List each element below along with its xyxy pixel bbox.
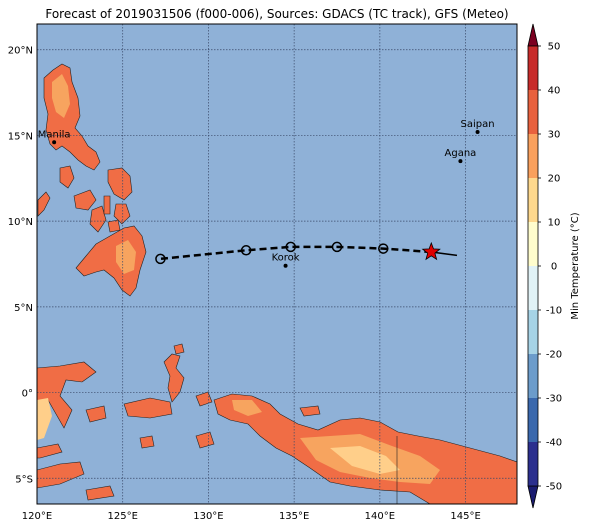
- colorbar-segment: [528, 222, 538, 266]
- land-halmahera: [163, 353, 185, 403]
- land-kai: [195, 431, 215, 449]
- city-dot: [458, 159, 463, 164]
- colorbar-segment: [528, 266, 538, 310]
- city-dot: [283, 263, 288, 268]
- land-banda-isles: [139, 435, 155, 449]
- city-label: Saipan: [461, 119, 495, 130]
- track-point: [155, 253, 166, 265]
- land-raja-ampat: [195, 391, 213, 407]
- city-markers: Manila Saipan Agana Korok: [38, 119, 495, 268]
- lat-tick-label: 20°N: [8, 46, 33, 57]
- colorbar-tick-label: 0: [551, 262, 557, 273]
- colorbar-segment: [528, 46, 538, 90]
- land-flores: [37, 443, 63, 459]
- track-past-line: [160, 245, 432, 261]
- lon-tick-label: 130°E: [193, 511, 223, 522]
- lat-tick-label: 10°N: [8, 217, 33, 228]
- city-dot: [475, 130, 480, 134]
- lon-tick-label: 125°E: [108, 511, 138, 522]
- colorbar-segment: [528, 134, 538, 178]
- land-panay: [73, 189, 97, 211]
- land-vogelkop-warm: [232, 400, 262, 416]
- colorbar-segment: [528, 178, 538, 222]
- lat-tick-label: 5°N: [14, 303, 33, 314]
- track-point: [331, 241, 343, 253]
- land-buru: [85, 405, 107, 423]
- colorbar-tick-label: 20: [548, 174, 561, 185]
- map-title: Forecast of 2019031506 (f000-006), Sourc…: [45, 7, 509, 21]
- land-layer: [37, 63, 517, 504]
- colorbar-tick-label: -40: [546, 438, 562, 449]
- land-negros: [89, 205, 107, 233]
- colorbar-tick-label: -10: [546, 306, 562, 317]
- colorbar-tick-label: -20: [546, 350, 562, 361]
- map-panel: Manila Saipan Agana Korok 120°E 125°E 130°E 13…: [8, 23, 518, 522]
- city-label: Manila: [38, 129, 71, 140]
- land-morotai: [173, 343, 185, 355]
- lon-tick-label: 135°E: [279, 511, 309, 522]
- land-biak: [299, 405, 321, 417]
- lat-tick-label: 5°S: [15, 474, 33, 485]
- colorbar-segment: [528, 90, 538, 134]
- axis-ticks: 120°E 125°E 130°E 135°E 140°E 145°E 20°N 15°N 10…: [8, 46, 481, 522]
- land-sulawesi-warm: [37, 398, 52, 440]
- land-cebu: [103, 195, 111, 215]
- land-luzon-warm: [52, 74, 70, 118]
- colorbar-under-arrow: [527, 485, 539, 509]
- city-label: Agana: [445, 148, 477, 159]
- land-leyte: [113, 203, 131, 225]
- land-mindoro: [59, 165, 75, 189]
- land-samar: [107, 167, 133, 201]
- city-dot: [52, 140, 57, 145]
- lat-tick-label: 0°: [22, 389, 33, 400]
- colorbar-tick-label: 50: [548, 42, 561, 53]
- colorbar-tick-label: 40: [548, 86, 561, 97]
- colorbar-segment: [528, 310, 538, 354]
- colorbar-label: Min Temperature (°C): [570, 212, 581, 319]
- land-seram: [123, 397, 173, 419]
- colorbar-tick-label: 10: [548, 218, 561, 229]
- land-palawan: [37, 191, 51, 217]
- colorbar-tick-label: 30: [548, 130, 561, 141]
- city-label: Korok: [272, 253, 300, 264]
- colorbar-tick-label: -30: [546, 394, 562, 405]
- lon-tick-label: 145°E: [450, 511, 480, 522]
- lon-tick-label: 140°E: [365, 511, 395, 522]
- lon-tick-label: 120°E: [22, 511, 52, 522]
- land-new-guinea-hot: [330, 446, 400, 474]
- land-timor: [37, 461, 85, 489]
- graticule: [37, 24, 517, 504]
- colorbar-segment: [528, 442, 538, 486]
- track-point: [285, 241, 296, 253]
- land-mindanao-warm: [116, 240, 136, 274]
- map-frame: [36, 23, 518, 505]
- tc-track: [155, 241, 458, 265]
- current-position-star: [421, 241, 441, 261]
- colorbar-over-arrow: [527, 23, 539, 47]
- colorbar-segment: [528, 354, 538, 398]
- colorbar-tick-label: -50: [546, 482, 562, 493]
- track-point: [240, 245, 252, 256]
- colorbar-segment: [528, 398, 538, 442]
- track-point: [378, 243, 389, 254]
- land-south-isles: [85, 485, 115, 501]
- lat-tick-label: 15°N: [8, 131, 33, 142]
